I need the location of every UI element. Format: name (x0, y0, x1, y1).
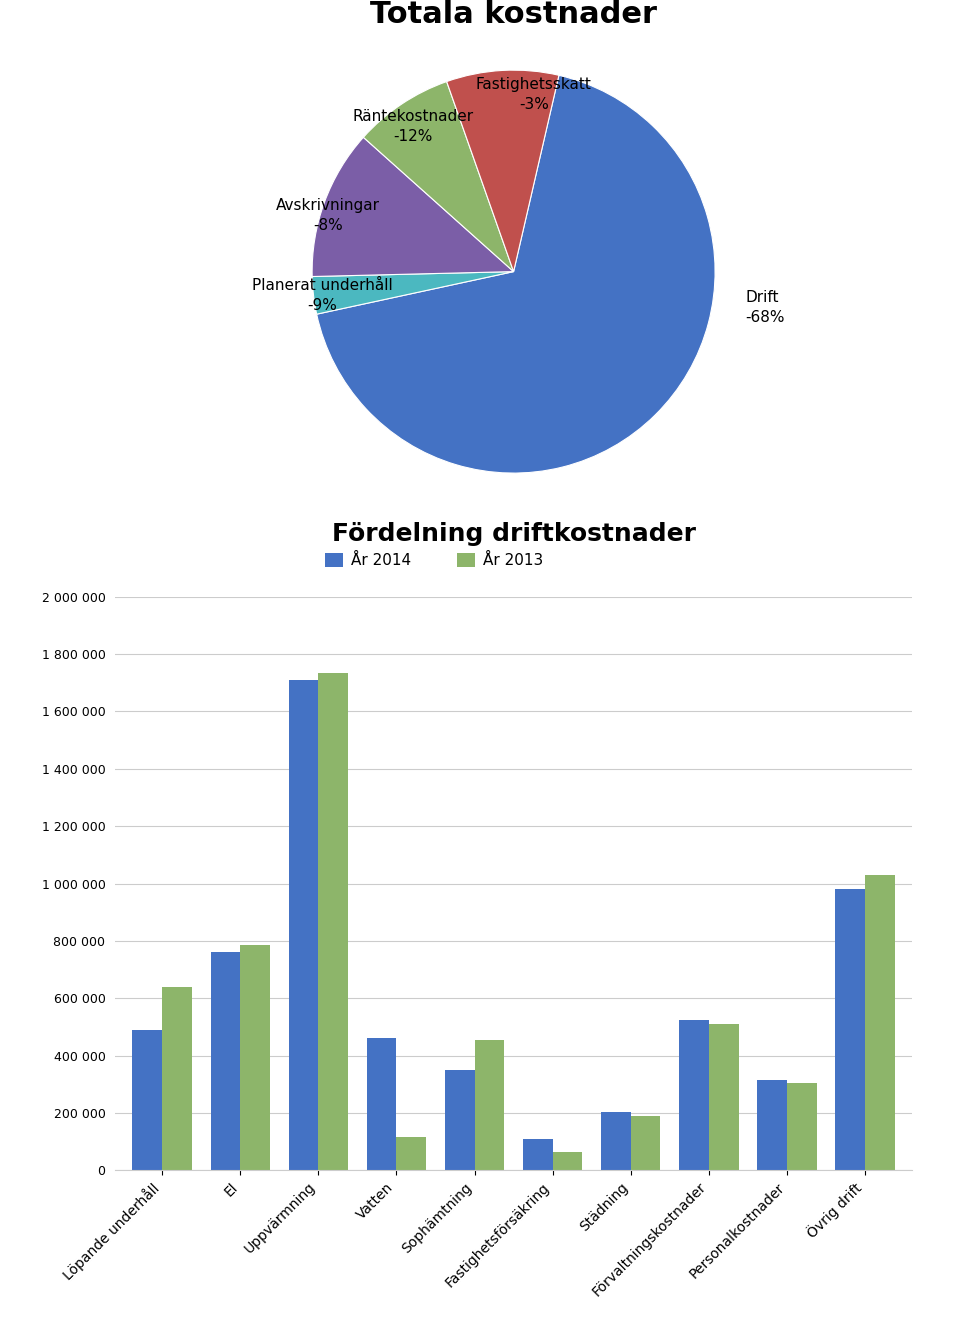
Bar (680, 1020, 708, 1170)
Bar (396, 1137, 426, 1170)
Bar (601, 1112, 631, 1170)
Wedge shape (364, 81, 514, 271)
Bar (474, 1040, 504, 1170)
Text: Fastighetsskatt
-3%: Fastighetsskatt -3% (476, 77, 591, 112)
Bar (865, 875, 895, 1170)
Bar (289, 680, 319, 1170)
Bar (708, 1024, 738, 1170)
Bar (444, 1071, 474, 1170)
Wedge shape (317, 76, 715, 473)
Bar (210, 952, 240, 1170)
Bar (319, 673, 348, 1170)
Wedge shape (312, 137, 514, 277)
Title: Totala kostnader: Totala kostnader (371, 0, 657, 29)
Bar (787, 1083, 817, 1170)
Text: Planerat underhåll
-9%: Planerat underhåll -9% (252, 278, 393, 313)
Bar (367, 1039, 396, 1170)
Wedge shape (312, 271, 514, 314)
Text: Avskrivningar
-8%: Avskrivningar -8% (276, 198, 380, 233)
Bar (631, 1116, 660, 1170)
Legend: År 2014, År 2013: År 2014, År 2013 (319, 547, 549, 575)
Bar (553, 1152, 583, 1170)
Title: Fördelning driftkostnader: Fördelning driftkostnader (331, 523, 696, 547)
Bar (132, 1029, 162, 1170)
Bar (162, 987, 192, 1170)
Bar (757, 1080, 787, 1170)
Text: Drift
-68%: Drift -68% (745, 290, 785, 326)
Text: Räntekostnader
-12%: Räntekostnader -12% (352, 109, 473, 144)
Bar (835, 890, 865, 1170)
Bar (240, 946, 270, 1170)
Wedge shape (446, 70, 559, 271)
Bar (523, 1138, 553, 1170)
